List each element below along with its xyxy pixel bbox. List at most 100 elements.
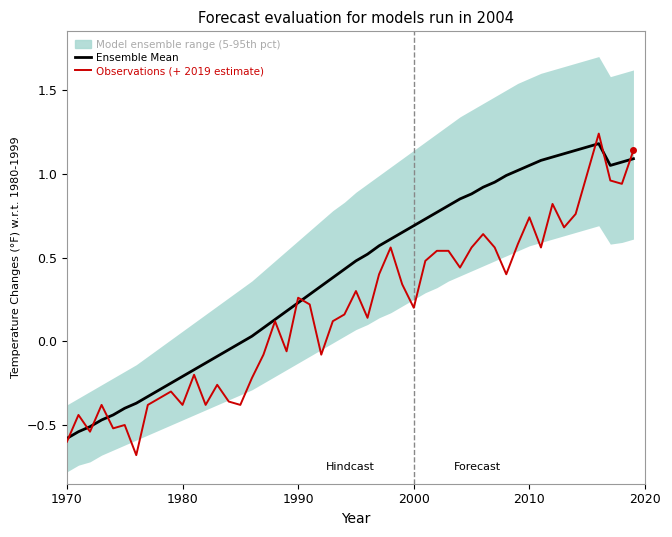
Observations (+ 2019 estimate) [606,177,614,184]
Line: Observations (+ 2019 estimate): Observations (+ 2019 estimate) [67,134,634,455]
Ensemble Mean [306,291,314,297]
Observations (+ 2019 estimate) [167,388,175,395]
Ensemble Mean [433,209,441,215]
Ensemble Mean [630,156,638,162]
Ensemble Mean [190,367,198,373]
Observations (+ 2019 estimate) [132,452,140,459]
Observations (+ 2019 estimate) [75,412,83,418]
Observations (+ 2019 estimate) [271,318,279,324]
Observations (+ 2019 estimate) [317,351,325,358]
Observations (+ 2019 estimate) [155,395,163,402]
Observations (+ 2019 estimate) [456,264,464,271]
Ensemble Mean [386,236,394,242]
Ensemble Mean [537,157,545,164]
Observations (+ 2019 estimate) [121,422,129,428]
Observations (+ 2019 estimate) [479,231,487,237]
X-axis label: Year: Year [341,512,371,526]
Observations (+ 2019 estimate) [86,429,94,435]
Observations (+ 2019 estimate) [514,241,522,248]
Ensemble Mean [514,167,522,173]
Observations (+ 2019 estimate) [386,244,394,251]
Ensemble Mean [491,179,499,185]
Observations (+ 2019 estimate) [63,439,71,445]
Ensemble Mean [375,243,383,249]
Observations (+ 2019 estimate) [224,398,233,405]
Ensemble Mean [75,429,83,435]
Observations (+ 2019 estimate) [502,271,510,278]
Observations (+ 2019 estimate) [97,402,106,408]
Observations (+ 2019 estimate) [560,224,568,230]
Y-axis label: Temperature Changes (°F) w.r.t. 1980-1999: Temperature Changes (°F) w.r.t. 1980-199… [11,137,21,379]
Ensemble Mean [398,229,407,236]
Observations (+ 2019 estimate) [595,130,603,137]
Ensemble Mean [121,405,129,411]
Ensemble Mean [410,222,418,229]
Observations (+ 2019 estimate) [433,248,441,254]
Observations (+ 2019 estimate) [375,271,383,278]
Ensemble Mean [421,216,429,222]
Observations (+ 2019 estimate) [329,318,337,324]
Observations (+ 2019 estimate) [537,244,545,251]
Observations (+ 2019 estimate) [526,214,534,221]
Ensemble Mean [444,202,452,209]
Title: Forecast evaluation for models run in 2004: Forecast evaluation for models run in 20… [198,11,514,26]
Observations (+ 2019 estimate) [491,244,499,251]
Observations (+ 2019 estimate) [548,201,556,207]
Ensemble Mean [179,373,187,380]
Legend: Model ensemble range (5-95th pct), Ensemble Mean, Observations (+ 2019 estimate): Model ensemble range (5-95th pct), Ensem… [72,37,284,79]
Ensemble Mean [572,147,580,154]
Ensemble Mean [606,162,614,169]
Observations (+ 2019 estimate) [630,147,638,154]
Observations (+ 2019 estimate) [421,258,429,264]
Observations (+ 2019 estimate) [444,248,452,254]
Observations (+ 2019 estimate) [583,171,591,177]
Observations (+ 2019 estimate) [340,311,348,318]
Ensemble Mean [502,172,510,179]
Ensemble Mean [97,417,106,423]
Observations (+ 2019 estimate) [572,211,580,217]
Ensemble Mean [317,283,325,289]
Ensemble Mean [618,159,626,165]
Ensemble Mean [237,340,245,346]
Text: Hindcast: Hindcast [326,462,374,472]
Ensemble Mean [144,393,152,400]
Ensemble Mean [548,154,556,160]
Observations (+ 2019 estimate) [364,315,372,321]
Observations (+ 2019 estimate) [144,402,152,408]
Ensemble Mean [294,300,302,306]
Ensemble Mean [109,412,117,418]
Ensemble Mean [583,144,591,150]
Ensemble Mean [63,435,71,441]
Ensemble Mean [329,274,337,281]
Ensemble Mean [595,141,603,147]
Ensemble Mean [202,360,210,366]
Ensemble Mean [224,346,233,353]
Ensemble Mean [364,251,372,257]
Ensemble Mean [526,162,534,169]
Line: Ensemble Mean: Ensemble Mean [67,144,634,438]
Observations (+ 2019 estimate) [179,402,187,408]
Observations (+ 2019 estimate) [306,301,314,308]
Observations (+ 2019 estimate) [352,288,360,294]
Ensemble Mean [259,325,267,331]
Ensemble Mean [167,380,175,386]
Ensemble Mean [86,424,94,430]
Observations (+ 2019 estimate) [410,304,418,311]
Observations (+ 2019 estimate) [398,281,407,287]
Text: Forecast: Forecast [454,462,501,472]
Ensemble Mean [155,387,163,393]
Observations (+ 2019 estimate) [202,402,210,408]
Ensemble Mean [456,195,464,202]
Observations (+ 2019 estimate) [468,244,476,251]
Observations (+ 2019 estimate) [282,348,290,354]
Observations (+ 2019 estimate) [259,351,267,358]
Ensemble Mean [248,333,256,339]
Ensemble Mean [468,191,476,197]
Ensemble Mean [352,258,360,264]
Observations (+ 2019 estimate) [237,402,245,408]
Observations (+ 2019 estimate) [213,382,221,388]
Ensemble Mean [479,184,487,191]
Observations (+ 2019 estimate) [109,425,117,432]
Ensemble Mean [132,400,140,407]
Observations (+ 2019 estimate) [190,372,198,378]
